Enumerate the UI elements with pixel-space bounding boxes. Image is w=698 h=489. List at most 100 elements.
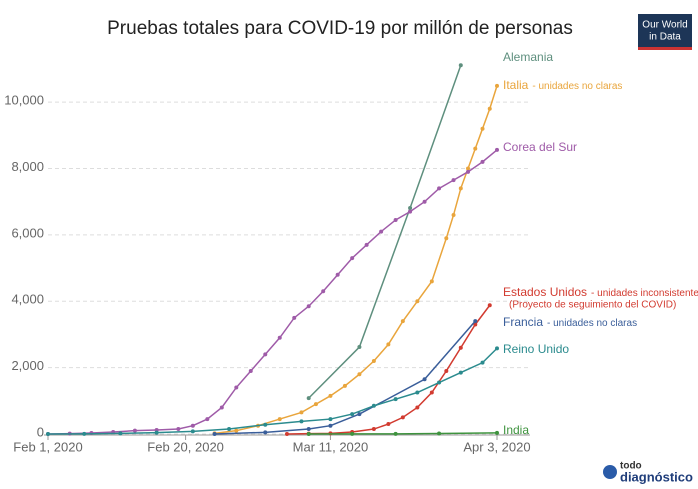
data-point	[429, 390, 434, 395]
data-point	[458, 186, 463, 191]
series-name: Italia	[503, 78, 529, 92]
data-point	[328, 393, 333, 398]
data-point	[495, 83, 499, 88]
data-point	[299, 419, 304, 424]
data-point	[306, 427, 311, 432]
data-point	[487, 106, 492, 111]
data-point	[415, 390, 420, 395]
data-point	[480, 360, 485, 365]
data-point	[357, 345, 362, 350]
data-point	[480, 126, 485, 131]
data-point	[487, 303, 492, 308]
series-label: Corea del Sur	[503, 140, 577, 154]
data-point	[400, 319, 405, 324]
x-tick-label: Feb 20, 2020	[147, 439, 224, 454]
data-point	[437, 431, 442, 436]
data-point	[495, 430, 499, 435]
series-label: India	[503, 423, 529, 437]
data-point	[205, 417, 210, 422]
data-point	[444, 368, 449, 373]
x-tick-label: Feb 1, 2020	[13, 439, 82, 454]
series-name: Estados Unidos	[503, 285, 587, 299]
series-note: - unidades inconsistentes	[591, 288, 698, 299]
series-line	[308, 65, 462, 399]
data-point	[342, 383, 347, 388]
series-name: India	[503, 423, 529, 437]
data-point	[321, 289, 326, 294]
data-point	[292, 315, 297, 320]
data-point	[335, 272, 340, 277]
data-point	[46, 432, 50, 436]
data-point	[350, 412, 355, 417]
data-point	[473, 322, 478, 327]
data-point	[364, 242, 369, 247]
source-logo: todo diagnóstico	[603, 461, 693, 484]
y-tick-label: 10,000	[4, 93, 44, 108]
series-name: Corea del Sur	[503, 140, 577, 154]
data-point	[408, 206, 413, 211]
data-point	[480, 159, 485, 164]
data-point	[227, 427, 232, 432]
data-point	[234, 428, 239, 433]
data-point	[386, 342, 391, 347]
y-tick-label: 4,000	[11, 292, 44, 307]
series: Alemania	[306, 50, 553, 401]
source-text: diagnóstico	[620, 469, 693, 484]
data-point	[82, 431, 87, 436]
series-note: - unidades no claras	[532, 81, 622, 92]
data-point	[263, 430, 268, 435]
data-point	[190, 429, 195, 434]
series: Reino Unido	[46, 342, 569, 436]
series-line	[214, 320, 476, 435]
series: India	[306, 423, 529, 437]
data-point	[473, 146, 478, 151]
data-point	[422, 199, 427, 204]
data-point	[357, 372, 362, 377]
data-point	[371, 427, 376, 432]
data-point	[371, 403, 376, 408]
series-label: Alemania	[503, 50, 553, 64]
y-tick-label: 8,000	[11, 159, 44, 174]
data-point	[466, 166, 471, 171]
data-point	[458, 63, 463, 68]
data-point	[386, 422, 391, 427]
data-point	[422, 377, 427, 382]
data-point	[415, 299, 420, 304]
data-point	[350, 431, 355, 436]
data-point	[219, 405, 224, 410]
logo-box	[638, 14, 692, 50]
data-point	[466, 169, 471, 174]
series-label: Francia - unidades no claras	[503, 315, 637, 329]
series: Francia - unidades no claras	[212, 315, 637, 436]
data-point	[154, 430, 159, 435]
data-point	[437, 380, 442, 385]
series-name: Francia	[503, 315, 543, 329]
logo-text: in Data	[649, 32, 681, 43]
data-point	[234, 385, 239, 390]
data-point	[212, 432, 217, 436]
data-point	[400, 415, 405, 420]
data-point	[393, 431, 398, 436]
data-point	[379, 229, 384, 234]
chart-title: Pruebas totales para COVID-19 por millón…	[107, 18, 573, 39]
data-point	[190, 423, 195, 428]
data-point	[248, 368, 253, 373]
data-point	[118, 431, 123, 436]
data-point	[357, 412, 362, 417]
data-point	[306, 396, 311, 401]
data-point	[263, 352, 268, 357]
data-point	[458, 370, 463, 375]
data-point	[328, 417, 333, 422]
data-point	[451, 212, 456, 217]
series-name: Alemania	[503, 50, 553, 64]
x-tick-label: Mar 11, 2020	[293, 439, 369, 454]
data-point	[393, 217, 398, 222]
series-label: Estados Unidos - unidades inconsistentes	[503, 285, 698, 299]
series-label: Reino Unido	[503, 342, 569, 356]
data-point	[444, 236, 449, 241]
data-point	[393, 397, 398, 402]
y-tick-label: 0	[37, 424, 44, 439]
data-point	[415, 405, 420, 410]
data-point	[306, 432, 311, 436]
